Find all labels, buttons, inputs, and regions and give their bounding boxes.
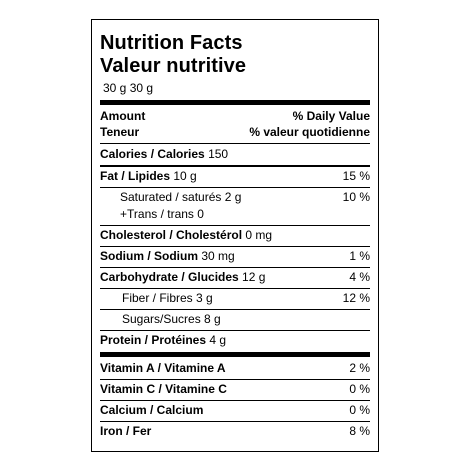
calcium-dv: 0 % [349,403,370,417]
divider [100,309,370,310]
saturated-dv: 10 % [342,190,370,204]
carbohydrate-amount: 12 g [242,270,266,284]
sugars-amount: 8 g [204,312,221,326]
fiber-amount: 3 g [196,291,213,305]
fat-dv: 15 % [342,169,370,183]
serving-size: 30 g 30 g [103,81,154,95]
vitamin-c-dv: 0 % [349,382,370,396]
iron-dv: 8 % [349,424,370,438]
divider-medium [100,165,370,167]
carbohydrate-label: Carbohydrate / Glucides [100,270,239,284]
nutrition-facts-label: Nutrition Facts Valeur nutritive 30 g 30… [91,19,379,452]
sugars-label: Sugars/Sucres [122,312,201,326]
valeur-quotidienne-heading: % valeur quotidienne [249,125,370,139]
title-english: Nutrition Facts [100,32,243,54]
fiber-dv: 12 % [342,291,370,305]
divider [100,379,370,380]
sodium-dv: 1 % [349,249,370,263]
divider [100,187,370,188]
calories-label: Calories / Calories [100,147,205,161]
saturated-label: Saturated / saturés [120,190,222,204]
fat-amount: 10 g [173,169,197,183]
vitamin-a-dv: 2 % [349,361,370,375]
calories-value: 150 [208,147,229,161]
fat-label: Fat / Lipides [100,169,171,183]
title-french: Valeur nutritive [100,55,247,77]
carbohydrate-dv: 4 % [349,270,370,284]
divider-thick [100,100,370,105]
divider [100,288,370,289]
vitamin-c-label: Vitamin C / Vitamine C [100,382,227,396]
fiber-label: Fiber / Fibres [122,291,193,305]
calcium-label: Calcium / Calcium [100,403,204,417]
sodium-amount: 30 mg [201,249,235,263]
cholesterol-label: Cholesterol / Cholestérol [100,228,243,242]
amount-heading: Amount [100,109,146,123]
saturated-amount: 2 g [224,190,242,204]
trans-amount: 0 [197,207,204,221]
daily-value-heading: % Daily Value [292,109,370,123]
divider [100,143,370,144]
protein-amount: 4 g [209,333,227,347]
divider [100,330,370,331]
divider [100,246,370,247]
cholesterol-amount: 0 mg [245,228,273,242]
protein-label: Protein / Protéines [100,333,207,347]
iron-label: Iron / Fer [100,424,152,438]
divider-thick [100,352,370,357]
divider [100,421,370,422]
vitamin-a-label: Vitamin A / Vitamine A [100,361,226,375]
divider [100,225,370,226]
divider [100,267,370,268]
trans-label: +Trans / trans [120,207,194,221]
teneur-heading: Teneur [100,125,140,139]
sodium-label: Sodium / Sodium [100,249,198,263]
divider [100,400,370,401]
